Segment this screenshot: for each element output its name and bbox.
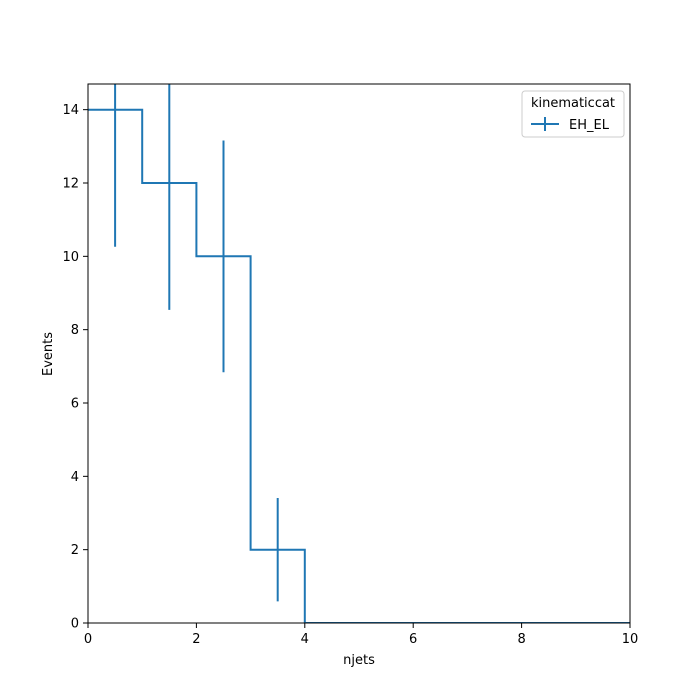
- plot-area: [88, 84, 630, 623]
- legend-box: [521, 90, 625, 138]
- legend-title: kinematiccat: [531, 96, 615, 111]
- y-tick-label: 2: [71, 543, 79, 558]
- x-tick-label: 2: [192, 632, 200, 647]
- x-tick-label: 6: [409, 632, 417, 647]
- legend: kinematiccat EH_EL: [521, 90, 625, 138]
- x-tick-label: 4: [301, 632, 309, 647]
- legend-entry-label: EH_EL: [569, 118, 610, 133]
- y-tick-label: 4: [71, 470, 79, 485]
- x-axis-label: njets: [343, 653, 375, 668]
- y-tick-label: 6: [71, 397, 79, 412]
- y-tick-label: 8: [71, 323, 79, 338]
- x-axis-ticks: 0 2 4 6 8 10: [84, 623, 638, 647]
- y-tick-label: 10: [62, 250, 79, 265]
- y-tick-label: 12: [62, 177, 79, 192]
- x-tick-label: 10: [622, 632, 639, 647]
- plot-frame: [87, 83, 631, 624]
- x-tick-label: 0: [84, 632, 92, 647]
- y-axis-label: Events: [41, 332, 56, 376]
- y-tick-label: 14: [62, 103, 79, 118]
- y-axis-ticks: 0 2 4 6 8 10 12 14: [62, 103, 88, 632]
- x-tick-label: 8: [517, 632, 525, 647]
- series-step-line-0: [88, 108, 630, 623]
- series-group: [88, 84, 630, 623]
- y-tick-label: 0: [71, 617, 79, 632]
